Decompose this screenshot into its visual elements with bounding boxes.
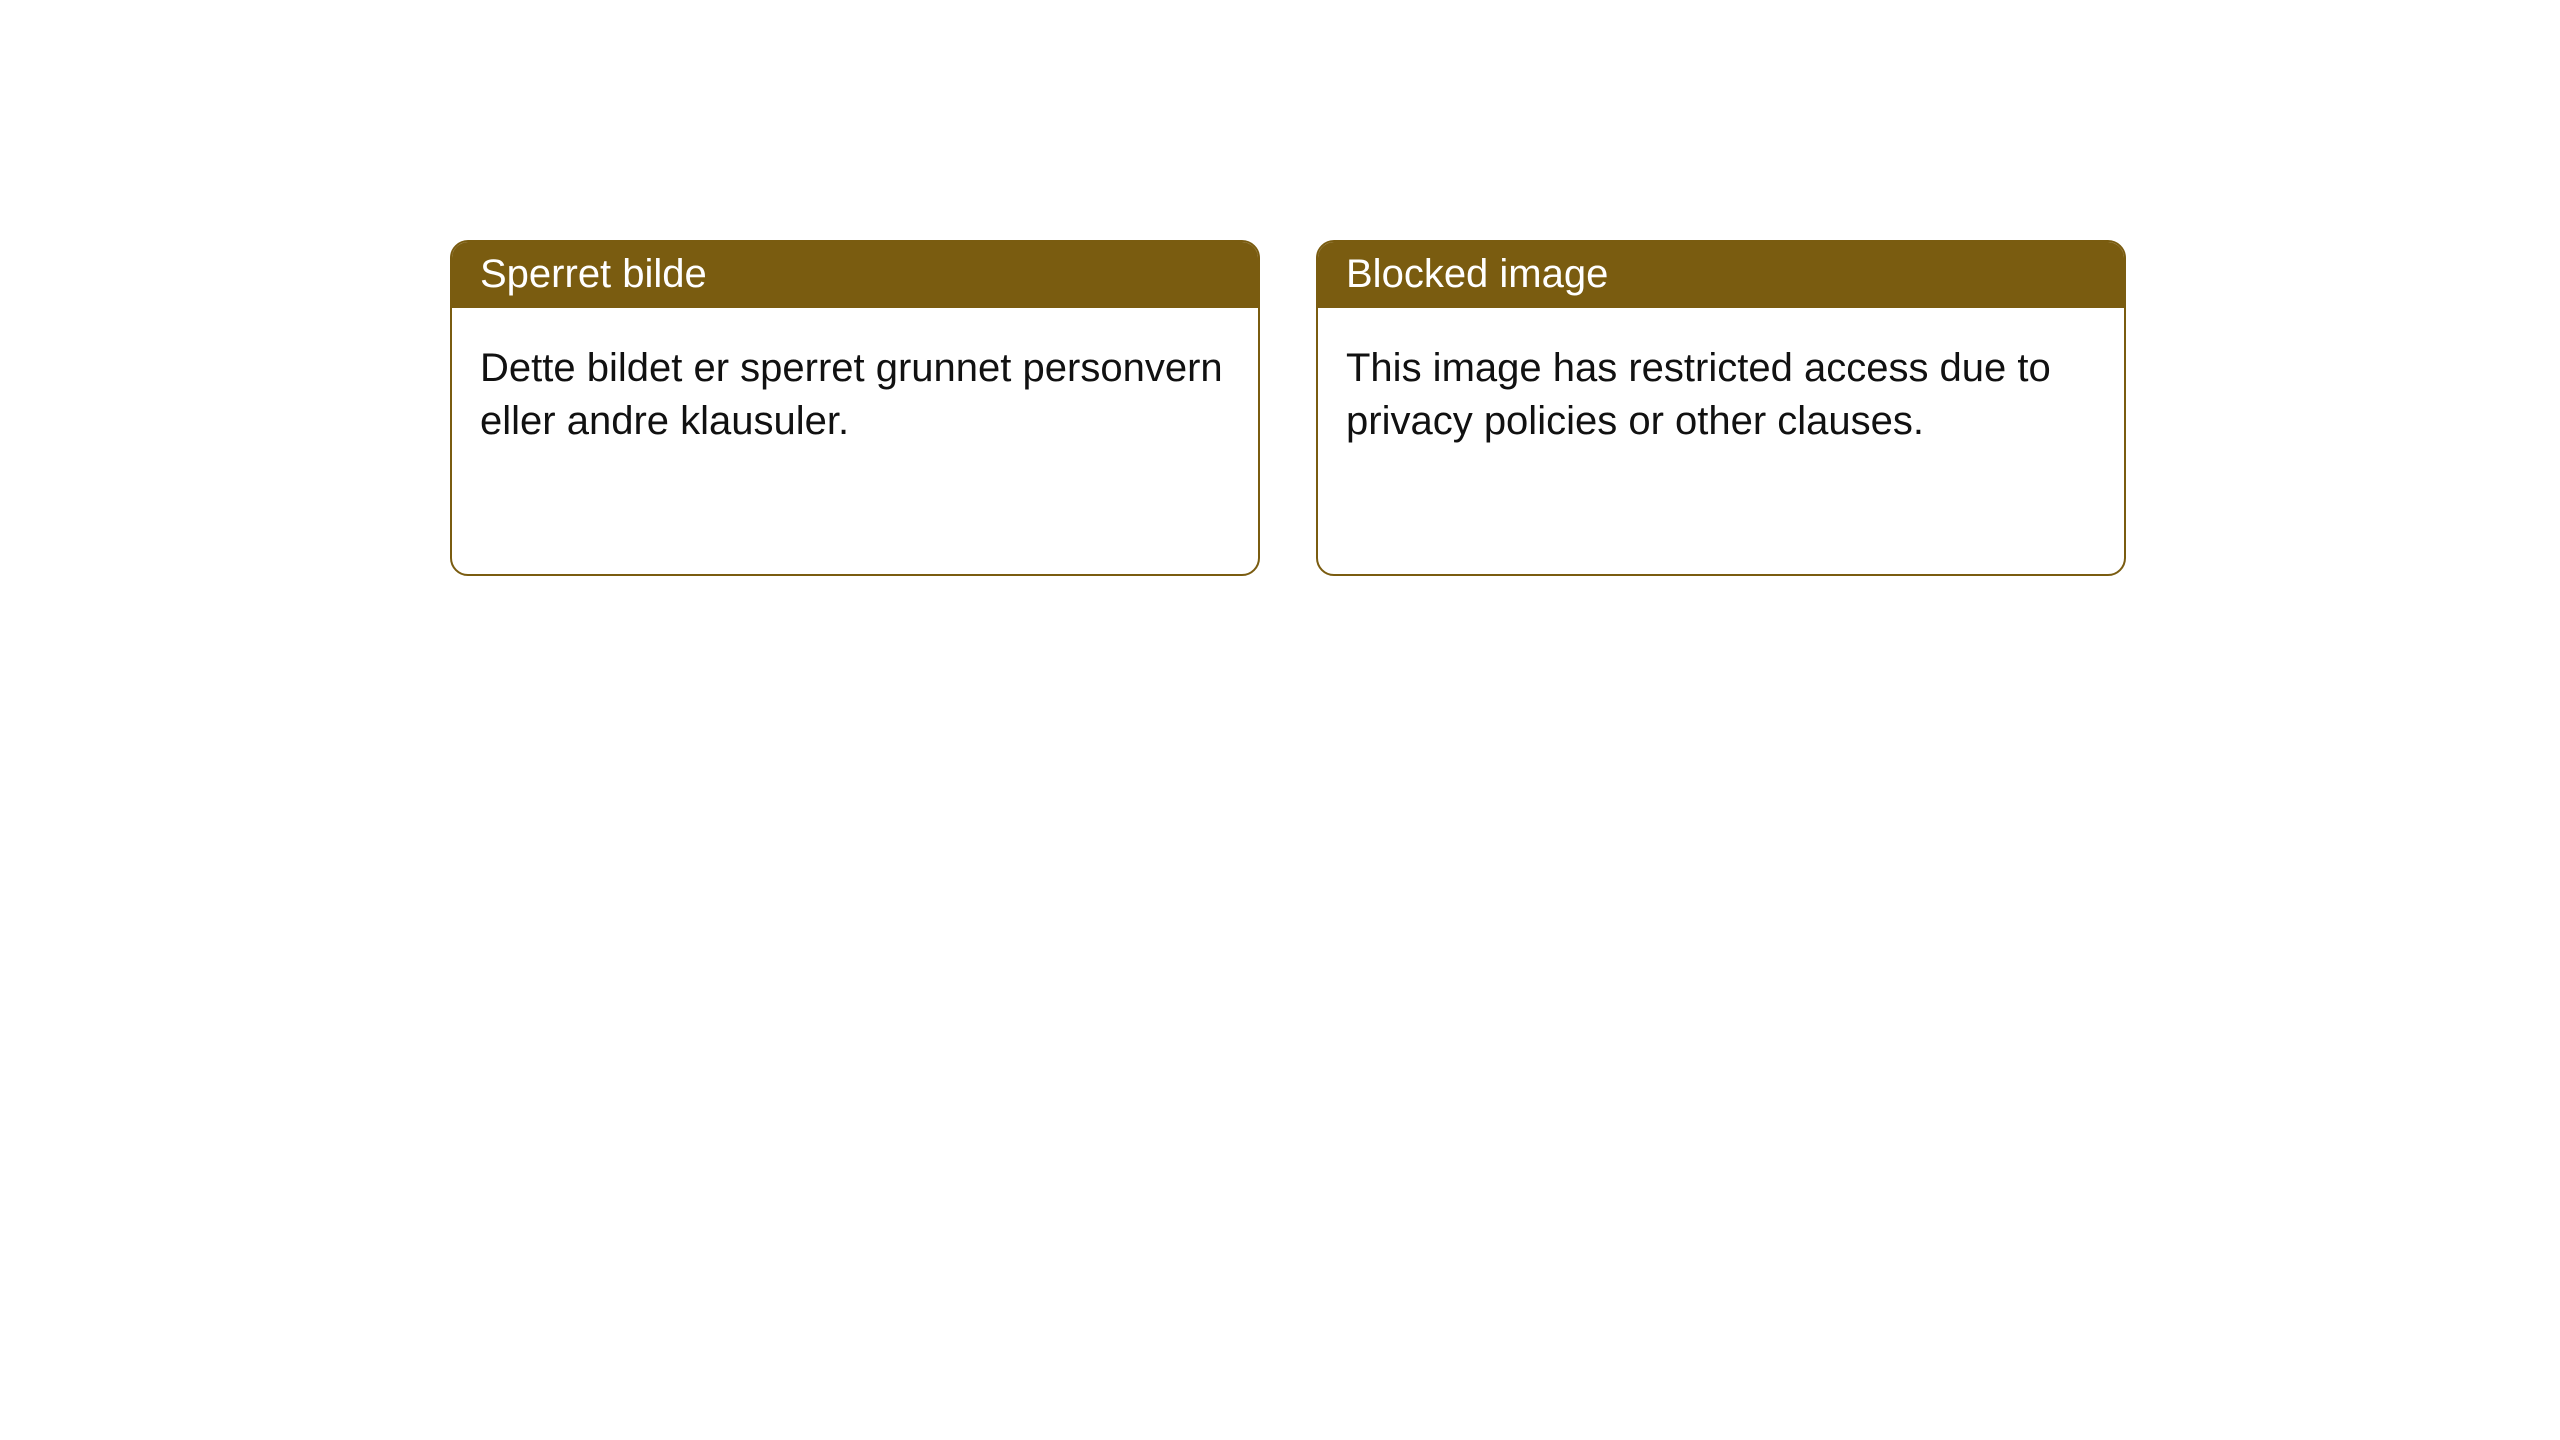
notice-card-body: This image has restricted access due to …: [1318, 308, 2124, 468]
notice-cards-container: Sperret bilde Dette bildet er sperret gr…: [0, 0, 2560, 576]
notice-card-body: Dette bildet er sperret grunnet personve…: [452, 308, 1258, 468]
notice-card-norwegian: Sperret bilde Dette bildet er sperret gr…: [450, 240, 1260, 576]
notice-card-title: Sperret bilde: [452, 242, 1258, 308]
notice-card-english: Blocked image This image has restricted …: [1316, 240, 2126, 576]
notice-card-title: Blocked image: [1318, 242, 2124, 308]
